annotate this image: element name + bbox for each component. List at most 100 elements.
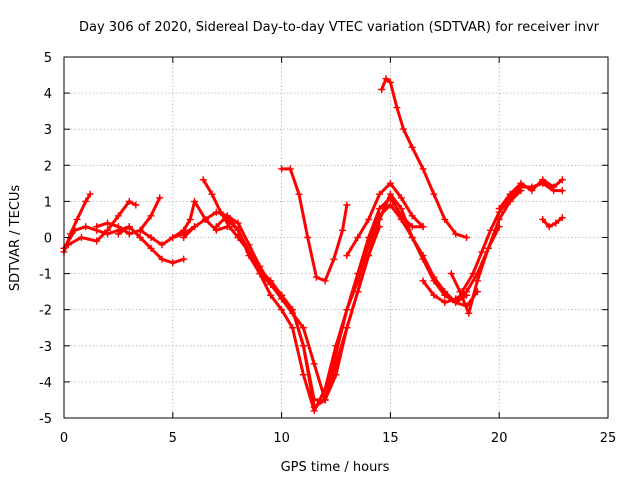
data-point-plus bbox=[169, 259, 177, 267]
series-line bbox=[225, 203, 479, 409]
data-point-plus bbox=[419, 252, 427, 260]
data-point-plus bbox=[399, 125, 407, 133]
data-point-plus bbox=[393, 104, 401, 112]
data-point-plus bbox=[419, 165, 427, 173]
data-point-plus bbox=[114, 223, 122, 231]
series-arc-12 bbox=[278, 165, 351, 285]
data-point-plus bbox=[447, 270, 455, 278]
data-point-plus bbox=[299, 371, 307, 379]
data-point-plus bbox=[343, 324, 351, 332]
data-point-plus bbox=[550, 183, 558, 191]
series-arc-13 bbox=[343, 179, 427, 260]
data-point-plus bbox=[354, 288, 362, 296]
y-axis-label: SDTVAR / TECUs bbox=[8, 185, 23, 292]
data-point-plus bbox=[386, 190, 394, 198]
data-point-plus bbox=[267, 280, 275, 288]
data-point-plus bbox=[332, 371, 340, 379]
data-point-plus bbox=[469, 270, 477, 278]
data-point-plus bbox=[408, 143, 416, 151]
data-point-plus bbox=[310, 360, 318, 368]
data-point-plus bbox=[156, 194, 164, 202]
data-point-plus bbox=[545, 223, 553, 231]
data-point-plus bbox=[463, 234, 471, 241]
data-point-plus bbox=[180, 226, 188, 234]
data-point-plus bbox=[506, 190, 514, 198]
data-point-plus bbox=[158, 241, 166, 249]
data-point-plus bbox=[430, 291, 438, 299]
data-point-plus bbox=[286, 165, 294, 173]
y-tick-label: -5 bbox=[39, 412, 52, 427]
y-tick-label: 2 bbox=[44, 159, 52, 174]
series-arc-14 bbox=[378, 75, 471, 241]
data-point-plus bbox=[136, 234, 144, 241]
data-point-plus bbox=[225, 223, 233, 231]
data-point-plus bbox=[199, 176, 207, 184]
data-point-plus bbox=[558, 187, 566, 195]
data-point-plus bbox=[245, 241, 253, 249]
data-point-plus bbox=[528, 187, 536, 195]
data-point-plus bbox=[452, 230, 460, 238]
data-point-plus bbox=[201, 215, 209, 223]
data-point-plus bbox=[147, 212, 155, 220]
data-point-plus bbox=[321, 396, 329, 404]
data-point-plus bbox=[419, 277, 427, 285]
x-tick-label: 0 bbox=[60, 431, 68, 446]
data-point-plus bbox=[397, 215, 405, 223]
data-point-plus bbox=[376, 190, 384, 198]
data-point-plus bbox=[234, 219, 242, 227]
data-point-plus bbox=[125, 197, 133, 205]
data-point-plus bbox=[125, 223, 133, 231]
data-point-plus bbox=[365, 215, 373, 223]
data-point-plus bbox=[365, 241, 373, 249]
data-point-plus bbox=[339, 226, 347, 234]
data-point-plus bbox=[419, 223, 427, 231]
data-point-plus bbox=[321, 277, 329, 285]
data-point-plus bbox=[354, 277, 362, 285]
data-point-plus bbox=[354, 234, 362, 241]
data-point-plus bbox=[539, 215, 547, 223]
data-point-plus bbox=[245, 252, 253, 260]
data-point-plus bbox=[114, 212, 122, 220]
data-point-plus bbox=[343, 201, 351, 209]
data-point-plus bbox=[288, 306, 296, 314]
data-point-plus bbox=[82, 197, 90, 205]
data-point-plus bbox=[386, 78, 394, 86]
data-point-plus bbox=[114, 230, 122, 238]
series-line bbox=[214, 192, 469, 402]
data-point-plus bbox=[169, 234, 177, 241]
series-arc-5 bbox=[114, 223, 188, 267]
y-tick-label: 4 bbox=[44, 87, 52, 102]
data-point-plus bbox=[552, 219, 560, 227]
data-point-plus bbox=[71, 226, 79, 234]
data-point-plus bbox=[376, 205, 384, 213]
y-tick-label: 1 bbox=[44, 195, 52, 210]
data-point-plus bbox=[256, 270, 264, 278]
data-point-plus bbox=[343, 306, 351, 314]
data-point-plus bbox=[441, 298, 449, 306]
data-point-plus bbox=[104, 219, 112, 227]
data-point-plus bbox=[408, 212, 416, 220]
y-tick-label: 5 bbox=[44, 51, 52, 66]
x-tick-label: 25 bbox=[600, 431, 617, 446]
data-point-plus bbox=[397, 194, 405, 202]
data-point-plus bbox=[256, 262, 264, 270]
data-point-plus bbox=[430, 273, 438, 281]
data-point-plus bbox=[132, 201, 140, 209]
data-point-plus bbox=[386, 201, 394, 209]
data-point-plus bbox=[180, 255, 188, 263]
data-point-plus bbox=[186, 215, 194, 223]
data-point-plus bbox=[465, 309, 473, 317]
data-point-plus bbox=[288, 324, 296, 332]
data-point-plus bbox=[191, 197, 199, 205]
chart-title: Day 306 of 2020, Sidereal Day-to-day VTE… bbox=[79, 20, 600, 35]
data-point-plus bbox=[330, 255, 338, 263]
series-line bbox=[541, 216, 564, 229]
data-point-plus bbox=[147, 244, 155, 252]
data-point-plus bbox=[125, 230, 133, 238]
data-point-plus bbox=[441, 215, 449, 223]
data-point-plus bbox=[191, 223, 199, 231]
grid bbox=[64, 57, 608, 418]
x-tick-label: 10 bbox=[273, 431, 290, 446]
data-point-plus bbox=[484, 244, 492, 252]
